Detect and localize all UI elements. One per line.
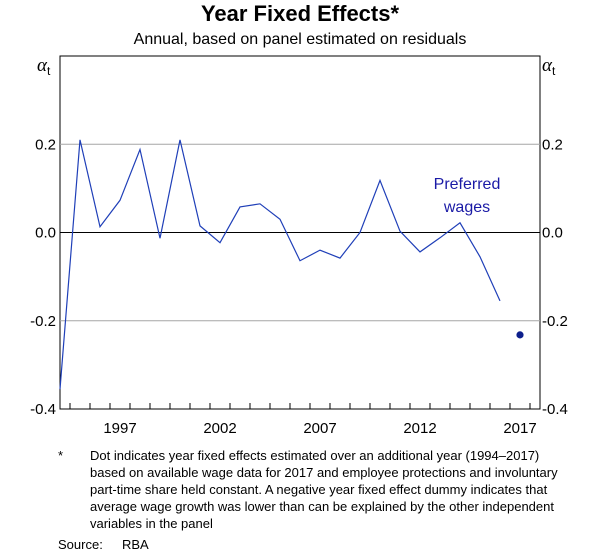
y-tick-label-right-0: 0.2 (542, 136, 563, 153)
chart-title: Year Fixed Effects* (200, 1, 400, 26)
footnote-text: Dot indicates year fixed effects estimat… (90, 448, 558, 531)
label-layer: 0.2 0.2 0.0 0.0 -0.2 -0.2 -0.4 -0.4 1997 2002 2007… (30, 136, 568, 437)
series-layer (59, 139, 524, 390)
footnote: * Dot indicates year fixed effects estim… (58, 447, 578, 532)
annotation-preferred-line1: Preferred (434, 176, 501, 193)
axis-symbol-left: αt (37, 55, 51, 78)
grid-layer (60, 143, 540, 322)
y-tick-label-left-3: -0.4 (30, 401, 56, 418)
y-tick-label-right-2: -0.2 (542, 313, 568, 330)
y-tick-label-right-1: 0.0 (542, 225, 563, 242)
source-label: Source: (58, 537, 103, 552)
annotation-preferred-line2: wages (443, 199, 490, 216)
axis-symbol-right: αt (542, 55, 556, 78)
tick-layer (69, 403, 531, 409)
y-tick-label-right-3: -0.4 (542, 401, 568, 418)
y-tick-label-left-1: 0.0 (35, 225, 56, 242)
series-line-preferred-wages (59, 139, 501, 390)
x-tick-label-1997: 1997 (103, 420, 136, 437)
y-tick-label-left-0: 0.2 (35, 136, 56, 153)
axis-symbol-left-sub: t (47, 64, 51, 78)
source-line: Source: RBA (58, 536, 149, 553)
axis-symbol-right-sub: t (552, 64, 556, 78)
chart-svg: 0.2 0.2 0.0 0.0 -0.2 -0.2 -0.4 -0.4 1997 2002 2007… (30, 55, 568, 437)
y-tick-label-left-2: -0.2 (30, 313, 56, 330)
source-value: RBA (122, 537, 149, 552)
footnote-marker: * (58, 448, 64, 463)
x-tick-label-2007: 2007 (303, 420, 336, 437)
x-tick-label-2017: 2017 (503, 420, 536, 437)
x-tick-label-2012: 2012 (403, 420, 436, 437)
chart-subtitle: Annual, based on panel estimated on resi… (133, 31, 467, 48)
dot-estimate-2017 (516, 331, 524, 339)
x-tick-label-2002: 2002 (203, 420, 236, 437)
